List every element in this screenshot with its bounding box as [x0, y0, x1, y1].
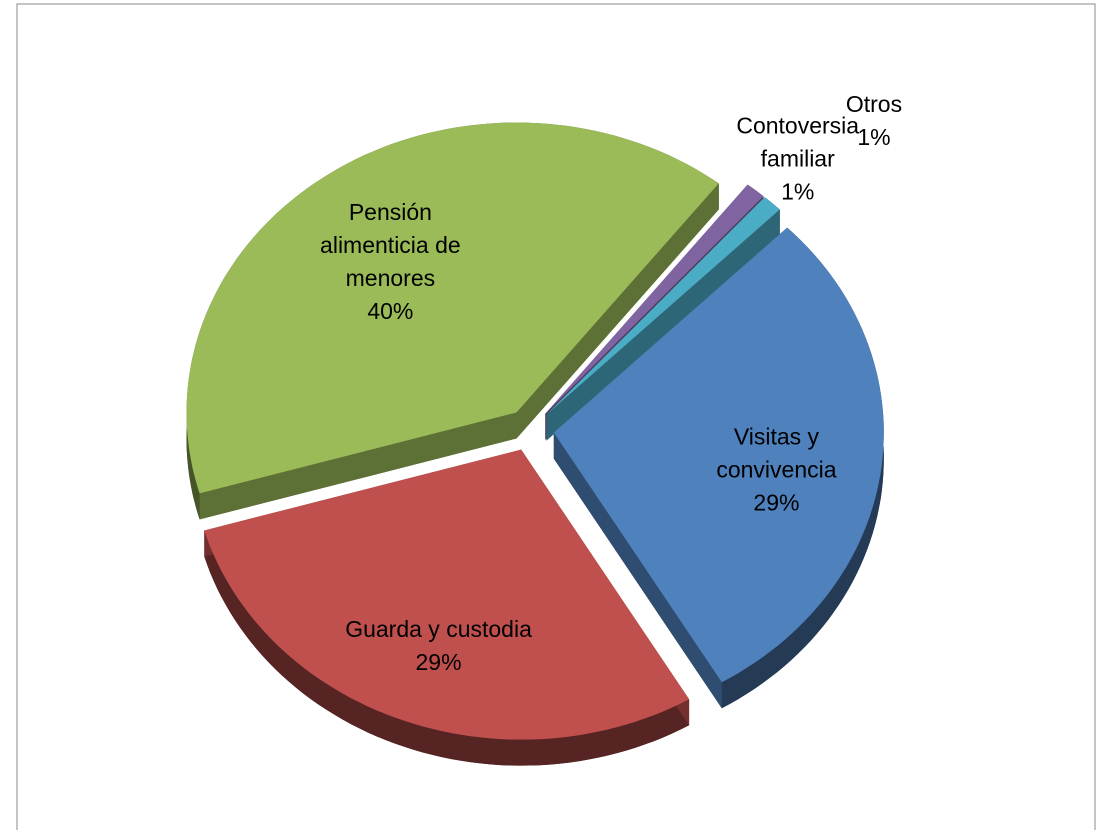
slice-name: Contoversia familiar: [736, 112, 860, 172]
slice-percent: 1%: [857, 124, 891, 151]
slice-wall: [516, 183, 719, 439]
slice: [204, 449, 690, 740]
slice-wall: [546, 209, 780, 441]
slice-wall: [199, 412, 517, 520]
slice-rim: [721, 227, 884, 709]
slice: [553, 227, 884, 683]
slice: [545, 184, 764, 414]
data-label: Guarda y custodia 29%: [344, 613, 534, 679]
slice-tops: [186, 122, 884, 740]
slice: [186, 122, 719, 494]
slice-rim: [204, 530, 690, 766]
slice-wall: [553, 432, 722, 709]
slice: [546, 197, 780, 415]
slice-name: Pensión alimenticia de menores: [320, 199, 461, 292]
slice-percent: 29%: [753, 489, 800, 516]
slice-percent: 29%: [415, 648, 462, 675]
slice-name: Visitas y convivencia: [716, 423, 837, 483]
slice-percent: 1%: [781, 178, 815, 205]
slice-percent: 40%: [367, 298, 414, 325]
data-label: Otros 1%: [779, 88, 969, 154]
data-label: Contoversia familiar 1%: [703, 109, 893, 208]
slice-name: Otros: [845, 91, 903, 118]
slice-name: Guarda y custodia: [345, 615, 532, 642]
data-label: Visitas y convivencia 29%: [681, 421, 871, 520]
data-label: Pensión alimenticia de menores 40%: [295, 196, 485, 328]
